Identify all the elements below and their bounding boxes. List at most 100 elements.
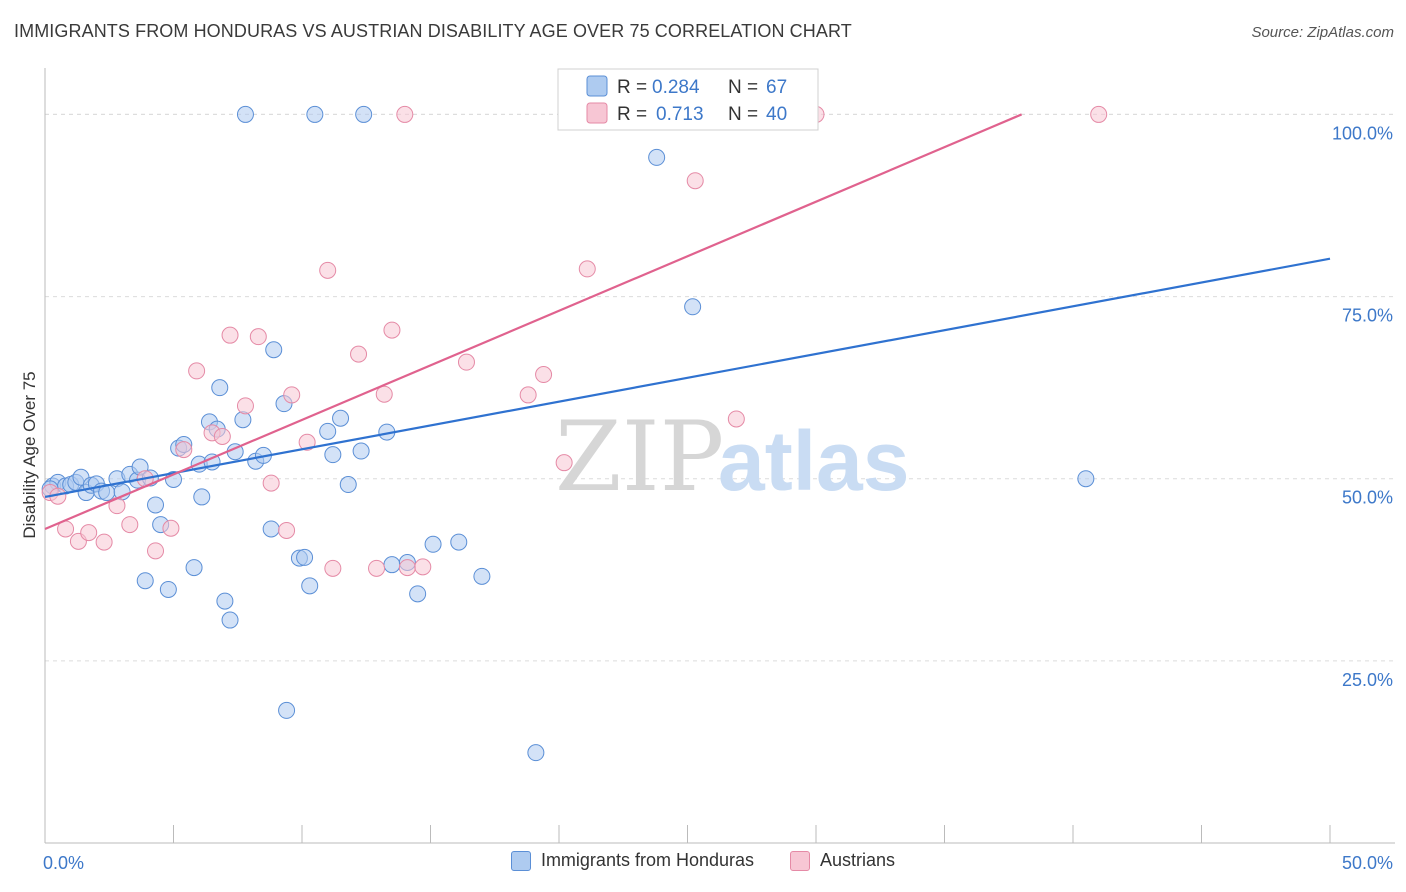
legend-pink-r-label: R = [617, 104, 647, 125]
honduras-point [319, 422, 337, 440]
austrians-point [457, 353, 475, 371]
x-tick-label-min: 0.0% [43, 853, 84, 873]
y-tick-label: 25.0% [1342, 670, 1393, 690]
legend-item-honduras[interactable]: Immigrants from Honduras [510, 850, 755, 871]
austrians-point [727, 410, 745, 428]
legend-item-austrians[interactable]: Austrians [790, 850, 895, 871]
legend-pink-swatch [586, 102, 608, 124]
y-axis-label: Disability Age Over 75 [20, 371, 39, 538]
austrians-point [262, 474, 280, 492]
honduras-point [147, 496, 165, 514]
austrians-point [383, 321, 401, 339]
y-tick-label: 100.0% [1332, 123, 1393, 143]
honduras-point [339, 476, 357, 494]
axis-layer: 25.0% 50.0% 75.0% 100.0% 0.0% 50.0% [43, 68, 1395, 873]
watermark: ZIP atlas [555, 401, 909, 513]
legend-swatch-honduras [510, 850, 531, 871]
austrians-point [324, 559, 342, 577]
legend-blue-r-label: R = [617, 77, 647, 98]
honduras-point [136, 572, 154, 590]
austrians-point [278, 521, 296, 539]
honduras-point [265, 341, 283, 359]
honduras-point [1077, 470, 1095, 488]
austrians-point [95, 533, 113, 551]
austrians-point [175, 441, 193, 459]
grid-layer [45, 113, 1395, 662]
austrians-point [213, 427, 231, 445]
honduras-point [306, 105, 324, 123]
legend-pink-n-value: 40 [766, 104, 787, 125]
austrians-point [396, 105, 414, 123]
honduras-point [450, 533, 468, 551]
legend-label-austrians: Austrians [820, 850, 896, 870]
austrians-point [686, 172, 704, 190]
austrians-point [188, 362, 206, 380]
austrians-point [221, 326, 239, 344]
legend-swatch-austrians [790, 850, 811, 871]
austrians-point [1090, 105, 1108, 123]
honduras-point [324, 446, 342, 464]
austrians-point [283, 386, 301, 404]
honduras-point [211, 379, 229, 397]
austrians-point [519, 386, 537, 404]
austrians-point [398, 559, 416, 577]
honduras-point [409, 585, 427, 603]
austrians-point [319, 261, 337, 279]
honduras-point [236, 105, 254, 123]
austrians-point [162, 519, 180, 537]
honduras-point [383, 556, 401, 574]
austrians-point [147, 542, 165, 560]
legend-label-honduras: Immigrants from Honduras [540, 850, 755, 870]
y-tick-label: 50.0% [1342, 488, 1393, 508]
honduras-point [193, 488, 211, 506]
watermark-atlas: atlas [718, 414, 909, 508]
austrians-trend-line [44, 113, 1023, 530]
legend-pink-r-value: 0.713 [656, 104, 704, 125]
austrians-point [578, 260, 596, 278]
chart-title: IMMIGRANTS FROM HONDURAS VS AUSTRIAN DIS… [14, 21, 852, 41]
honduras-point [159, 580, 177, 598]
honduras-point [332, 409, 350, 427]
austrians-point [249, 328, 267, 346]
austrians-point [236, 397, 254, 415]
honduras-point [352, 442, 370, 460]
legend-pink-n-label: N = [728, 104, 758, 125]
honduras-point [424, 535, 442, 553]
austrians-point [298, 433, 316, 451]
source-label: Source: ZipAtlas.com [1251, 24, 1394, 41]
austrians-point [121, 516, 139, 534]
austrians-point [555, 454, 573, 472]
x-tick-label-max: 50.0% [1342, 853, 1393, 873]
honduras-point [355, 105, 373, 123]
honduras-point [301, 577, 319, 595]
series-austrians-points [41, 105, 1108, 577]
trend-lines [44, 113, 1331, 530]
y-tick-label: 75.0% [1342, 306, 1393, 326]
legend-blue-n-value: 67 [766, 77, 787, 98]
honduras-point [221, 611, 239, 629]
honduras-point [278, 701, 296, 719]
honduras-point [185, 559, 203, 577]
honduras-point [473, 567, 491, 585]
austrians-point [414, 558, 432, 576]
honduras-point [216, 592, 234, 610]
honduras-point [234, 411, 252, 429]
honduras-point [262, 520, 280, 538]
austrians-point [80, 524, 98, 542]
austrians-point [368, 559, 386, 577]
austrians-point [375, 385, 393, 403]
honduras-point [296, 548, 314, 566]
honduras-point [648, 148, 666, 166]
watermark-zip: ZIP [555, 401, 724, 513]
legend-blue-n-label: N = [728, 77, 758, 98]
legend-bottom: Immigrants from Honduras Austrians [0, 850, 1406, 871]
honduras-trend-line [44, 257, 1331, 499]
austrians-point [535, 366, 553, 384]
austrians-point [350, 345, 368, 363]
legend-blue-swatch [586, 75, 608, 97]
honduras-point [527, 744, 545, 762]
honduras-point [684, 298, 702, 316]
legend-top: R = 0.284 N = 67 R = 0.713 N = 40 [557, 68, 819, 131]
legend-blue-r-value: 0.284 [652, 77, 700, 98]
